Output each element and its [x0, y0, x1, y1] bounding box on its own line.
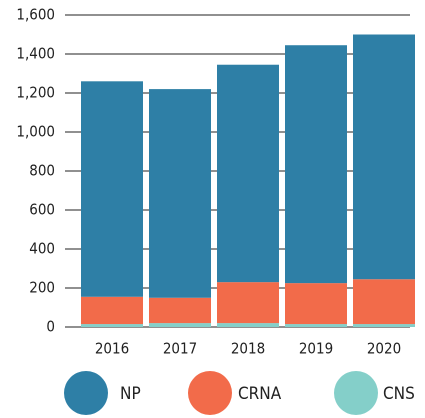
bar-segment [285, 283, 347, 325]
bar-segment [217, 64, 279, 283]
bar-segment [217, 282, 279, 324]
legend-label: NP [120, 384, 141, 404]
bar-segment [149, 323, 211, 327]
x-tick-label: 2020 [367, 340, 401, 358]
y-tick-label: 400 [29, 240, 55, 258]
bar-segment [217, 323, 279, 327]
bar-segment [149, 297, 211, 324]
bar-segment [285, 45, 347, 284]
y-tick-label: 600 [29, 201, 55, 219]
bar-segment [353, 324, 415, 327]
legend-label: CNS [383, 384, 415, 404]
x-tick-label: 2016 [95, 340, 129, 358]
y-tick-label: 1,400 [16, 45, 55, 63]
legend-swatch [188, 371, 232, 415]
bar-segment [81, 81, 143, 297]
x-tick-label: 2019 [299, 340, 333, 358]
bar-segment [353, 34, 415, 280]
bar-segment [81, 324, 143, 327]
bar-segment [353, 279, 415, 325]
y-tick-label: 0 [46, 318, 55, 336]
y-tick-label: 800 [29, 162, 55, 180]
x-tick-label: 2017 [163, 340, 197, 358]
legend-swatch [334, 371, 378, 415]
y-tick-label: 1,600 [16, 6, 55, 24]
bar-segment [285, 324, 347, 327]
y-tick-label: 1,000 [16, 123, 55, 141]
y-tick-label: 1,200 [16, 84, 55, 102]
x-tick-label: 2018 [231, 340, 265, 358]
bar-segment [81, 296, 143, 325]
legend-swatch [64, 371, 108, 415]
y-tick-label: 200 [29, 279, 55, 297]
bar-segment [149, 89, 211, 298]
legend-label: CRNA [238, 384, 282, 404]
